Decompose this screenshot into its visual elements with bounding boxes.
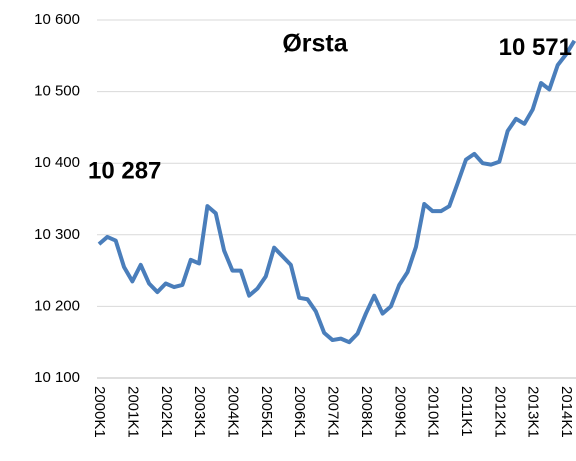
y-tick-label: 10 200: [34, 297, 80, 314]
x-tick-label: 2003K1: [191, 386, 208, 438]
chart-title: Ørsta: [282, 30, 348, 58]
y-tick-label: 10 300: [34, 226, 80, 243]
x-tick-label: 2000K1: [91, 386, 108, 438]
x-tick-label: 2005K1: [258, 386, 275, 438]
x-tick-label: 2009K1: [391, 386, 408, 438]
y-tick-label: 10 100: [34, 369, 80, 386]
x-tick-label: 2008K1: [358, 386, 375, 438]
y-tick-label: 10 500: [34, 83, 80, 100]
line: [97, 39, 576, 345]
data-label: 10 571: [499, 34, 572, 61]
y-tick-label: 10 400: [34, 154, 80, 171]
x-tick-label: 2011K1: [458, 386, 475, 437]
x-tick-label: 2002K1: [158, 386, 175, 438]
x-tick-label: 2010K1: [425, 386, 442, 438]
x-tick-label: 2004K1: [224, 386, 241, 438]
data-label: 10 287: [88, 157, 161, 184]
y-tick-label: 10 600: [34, 11, 80, 28]
x-tick-label: 2014K1: [558, 386, 575, 438]
x-tick-label: 2012K1: [491, 386, 508, 438]
x-tick-label: 2001K1: [124, 386, 141, 438]
x-tick-label: 2006K1: [291, 386, 308, 438]
x-tick-label: 2007K1: [325, 386, 342, 438]
x-tick-label: 2013K1: [525, 386, 542, 438]
